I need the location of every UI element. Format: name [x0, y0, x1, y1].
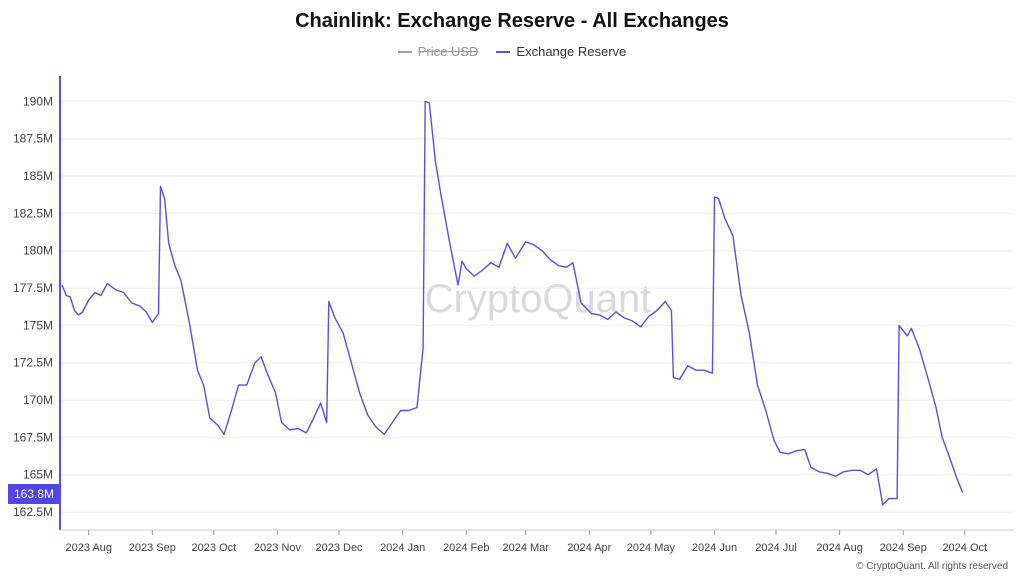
x-tick-label: 2023 Aug	[65, 542, 112, 554]
legend-item-exchange-reserve[interactable]: Exchange Reserve	[496, 44, 626, 59]
x-tick-label: 2024 Mar	[502, 542, 549, 554]
copyright-footer: © CryptoQuant. All rights reserved	[856, 561, 1008, 572]
y-tick-label: 165M	[23, 468, 53, 482]
y-tick-label: 182.5M	[13, 206, 53, 220]
y-tick-label: 180M	[23, 244, 53, 258]
current-value-tag: 163.8M	[8, 484, 60, 504]
legend-item-price-usd[interactable]: Price USD	[397, 44, 479, 59]
x-tick-label: 2023 Sep	[129, 542, 176, 554]
x-tick-label: 2024 Jun	[692, 542, 737, 554]
x-tick-label: 2024 Apr	[567, 542, 611, 554]
x-tick-label: 2023 Dec	[315, 542, 363, 554]
x-tick-label: 2024 Jul	[755, 542, 797, 554]
series-line-exchange-reserve	[61, 100, 964, 506]
y-tick-label: 170M	[23, 393, 53, 407]
y-tick-label: 162.5M	[13, 505, 53, 519]
legend-swatch-exchange-reserve	[496, 50, 511, 53]
x-tick-label: 2024 Aug	[816, 542, 863, 554]
chart-title: Chainlink: Exchange Reserve - All Exchan…	[295, 10, 729, 32]
legend-label-exchange-reserve: Exchange Reserve	[516, 44, 627, 59]
x-tick-label: 2023 Nov	[254, 542, 302, 554]
x-tick-label: 2024 Feb	[443, 542, 489, 554]
y-tick-label: 187.5M	[13, 132, 53, 146]
chart-legend: Price USD Exchange Reserve	[0, 44, 1024, 59]
y-tick-label: 190M	[23, 94, 53, 108]
y-tick-label: 177.5M	[13, 281, 53, 295]
y-tick-label: 167.5M	[13, 430, 53, 444]
y-tick-label: 185M	[23, 169, 53, 183]
y-tick-label: 175M	[23, 318, 53, 332]
x-tick-label: 2023 Oct	[192, 542, 237, 554]
y-tick-label: 172.5M	[13, 356, 53, 370]
x-tick-label: 2024 Oct	[942, 542, 987, 554]
legend-swatch-price-usd	[397, 50, 412, 53]
x-tick-label: 2024 May	[627, 542, 676, 554]
x-tick-label: 2024 Sep	[880, 542, 927, 554]
x-tick-label: 2024 Jan	[380, 542, 425, 554]
legend-label-price-usd: Price USD	[417, 44, 479, 59]
